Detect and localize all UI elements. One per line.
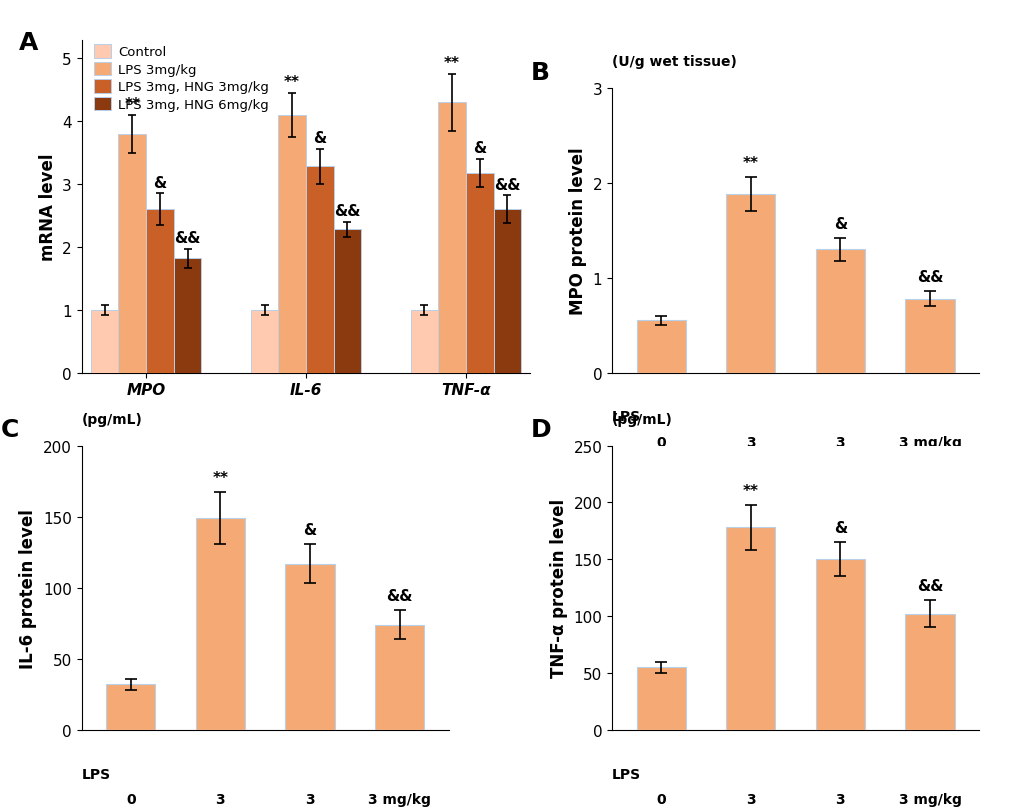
Text: LPS: LPS	[611, 767, 641, 781]
Bar	[636, 667, 685, 730]
Y-axis label: IL-6 protein level: IL-6 protein level	[19, 508, 38, 667]
Text: 3: 3	[835, 487, 845, 500]
Y-axis label: MPO protein level: MPO protein level	[569, 148, 586, 315]
Bar	[333, 230, 361, 373]
Text: &&: &&	[493, 178, 520, 192]
Bar	[375, 624, 424, 730]
Text: C: C	[1, 418, 19, 442]
Text: **: **	[742, 156, 758, 171]
Text: 3 mg/kg: 3 mg/kg	[898, 436, 961, 449]
Bar	[285, 564, 334, 730]
Text: (U/g wet tissue): (U/g wet tissue)	[611, 55, 736, 69]
Text: D: D	[531, 418, 551, 442]
Text: &: &	[303, 522, 316, 537]
Text: &&: &&	[916, 269, 943, 285]
Text: 0: 0	[656, 436, 665, 449]
Text: &&: &&	[334, 204, 361, 219]
Bar	[91, 311, 118, 373]
Text: 3: 3	[745, 792, 755, 806]
Text: 0: 0	[656, 792, 665, 806]
Text: (pg/mL): (pg/mL)	[82, 412, 143, 427]
Bar	[466, 174, 493, 373]
Text: 3: 3	[745, 436, 755, 449]
Text: (pg/mL): (pg/mL)	[611, 412, 673, 427]
Bar	[493, 210, 521, 373]
Bar	[118, 135, 146, 373]
Bar	[278, 116, 306, 373]
Text: 6 mg/kg: 6 mg/kg	[898, 487, 961, 500]
Text: &: &	[833, 217, 846, 232]
Bar	[905, 299, 954, 373]
Text: **: **	[443, 56, 460, 71]
Text: **: **	[124, 97, 141, 112]
Text: 0: 0	[656, 487, 665, 500]
Y-axis label: TNF-α protein level: TNF-α protein level	[549, 499, 568, 677]
Text: 3: 3	[305, 792, 315, 806]
Text: **: **	[212, 471, 228, 486]
Text: **: **	[284, 75, 300, 90]
Text: &&: &&	[386, 589, 413, 603]
Text: **: **	[742, 483, 758, 498]
Bar	[636, 321, 685, 373]
Text: &: &	[313, 131, 326, 146]
Bar	[815, 560, 864, 730]
Text: 3 mg/kg: 3 mg/kg	[368, 792, 431, 806]
Bar	[905, 614, 954, 730]
Bar	[251, 311, 278, 373]
Bar	[726, 195, 774, 373]
Bar	[106, 684, 155, 730]
Text: LPS: LPS	[82, 767, 111, 781]
Bar	[410, 311, 438, 373]
Bar	[306, 167, 333, 373]
Bar	[196, 518, 245, 730]
Text: LPS: LPS	[611, 410, 641, 424]
Text: 3 mg/kg: 3 mg/kg	[898, 792, 961, 806]
Text: &&: &&	[174, 230, 201, 246]
Y-axis label: mRNA level: mRNA level	[39, 153, 56, 260]
Bar	[173, 259, 202, 373]
Text: &: &	[153, 175, 166, 191]
Legend: Control, LPS 3mg/kg, LPS 3mg, HNG 3mg/kg, LPS 3mg, HNG 6mg/kg: Control, LPS 3mg/kg, LPS 3mg, HNG 3mg/kg…	[93, 44, 270, 113]
Text: 3: 3	[835, 792, 845, 806]
Text: 3: 3	[215, 792, 225, 806]
Text: 0: 0	[745, 487, 755, 500]
Text: &: &	[833, 521, 846, 535]
Text: A: A	[18, 31, 38, 54]
Text: &: &	[473, 141, 486, 156]
Text: B: B	[531, 61, 549, 85]
Bar	[726, 528, 774, 730]
Bar	[815, 250, 864, 373]
Text: &&: &&	[916, 578, 943, 594]
Text: HNG: HNG	[611, 461, 646, 475]
Bar	[438, 103, 466, 373]
Bar	[146, 210, 173, 373]
Text: 0: 0	[126, 792, 136, 806]
Text: 3: 3	[835, 436, 845, 449]
